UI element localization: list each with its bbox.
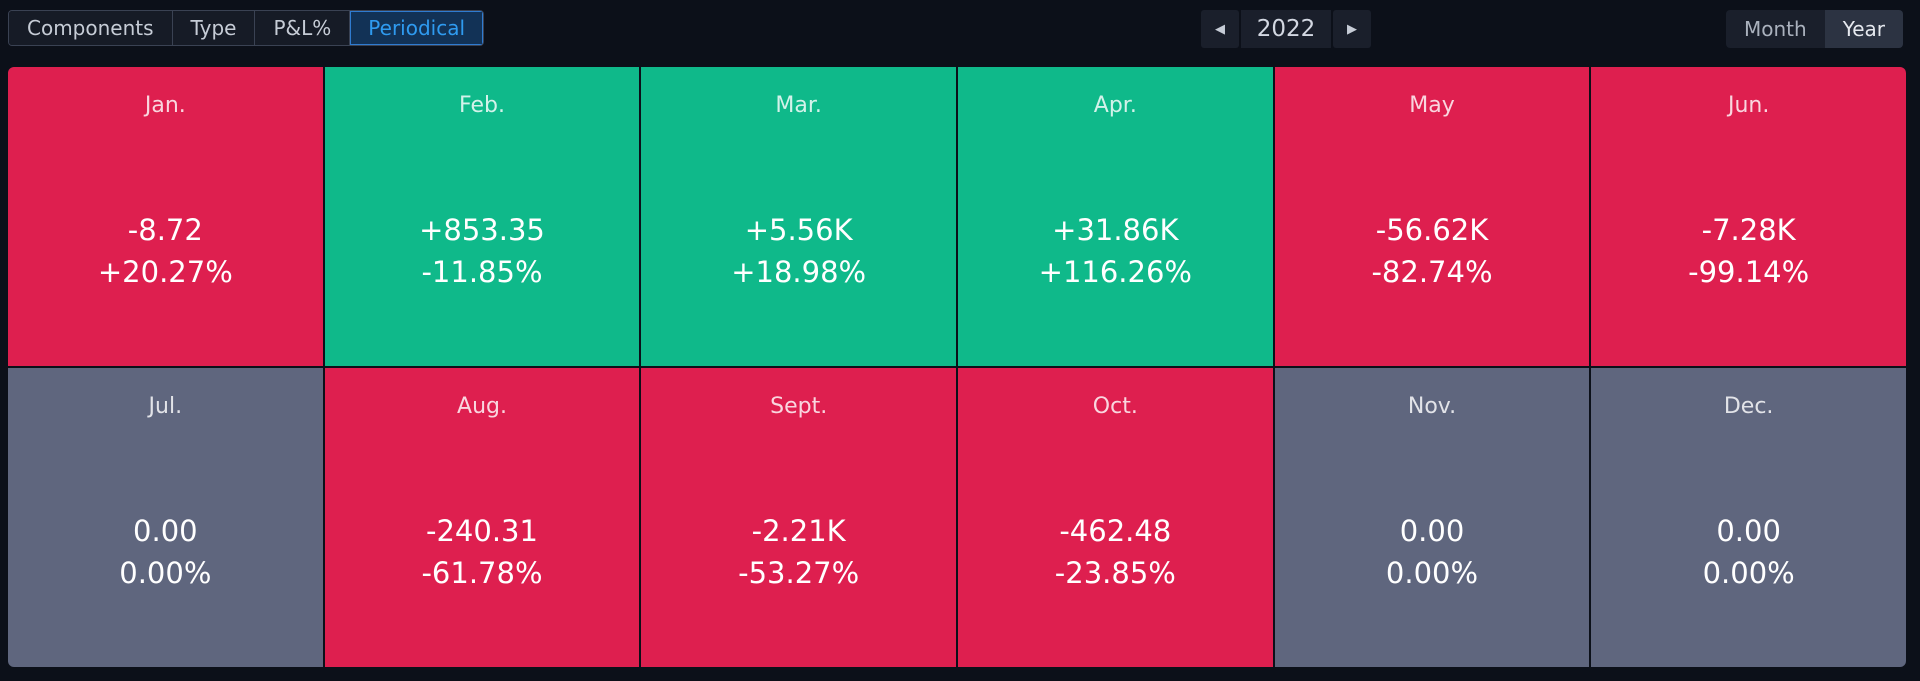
month-pnl-value: -2.21K [751,514,846,548]
monthly-pnl-grid: Jan. -8.72 +20.27% Feb. +853.35 -11.85% Ma… [8,67,1906,667]
month-pnl-percent: 0.00% [119,556,212,590]
month-name: Apr. [1093,93,1137,118]
period-toggle: Month Year [1726,10,1904,48]
month-pnl-percent: -82.74% [1371,255,1493,289]
month-cell[interactable]: Jan. -8.72 +20.27% [8,67,323,366]
month-cell[interactable]: Jun. -7.28K -99.14% [1591,67,1906,366]
month-pnl-value: 0.00 [1399,514,1465,548]
year-navigator: ◀ 2022 ▶ [1201,10,1371,48]
month-cell[interactable]: Mar. +5.56K +18.98% [641,67,956,366]
month-cell[interactable]: Apr. +31.86K +116.26% [957,67,1273,366]
triangle-right-icon: ▶ [1347,21,1357,37]
month-pnl-value: +31.86K [1052,213,1179,247]
month-pnl-value: +5.56K [744,213,853,247]
month-cell[interactable]: Sept. -2.21K -53.27% [641,368,956,667]
month-pnl-percent: +18.98% [731,255,867,289]
month-name: Aug. [457,394,507,419]
month-cell[interactable]: May -56.62K -82.74% [1274,67,1590,366]
previous-year-button[interactable]: ◀ [1201,10,1239,48]
month-name: Jun. [1727,93,1770,118]
month-cell[interactable]: Oct. -462.48 -23.85% [957,368,1273,667]
next-year-button[interactable]: ▶ [1333,10,1371,48]
month-pnl-percent: -23.85% [1054,556,1176,590]
year-label: 2022 [1241,10,1331,48]
month-cell[interactable]: Feb. +853.35 -11.85% [324,67,640,366]
month-pnl-percent: -11.85% [421,255,543,289]
toolbar: Components Type P&L% Periodical ◀ 2022 ▶… [0,0,1920,58]
month-pnl-value: -240.31 [426,514,538,548]
month-name: Oct. [1092,394,1138,419]
month-name: Feb. [459,93,505,118]
view-tabs: Components Type P&L% Periodical [8,10,485,46]
month-name: May [1409,93,1455,118]
month-pnl-percent: -99.14% [1688,255,1810,289]
month-pnl-value: 0.00 [133,514,198,548]
month-cell[interactable]: Jul. 0.00 0.00% [8,368,323,667]
month-pnl-value: -7.28K [1701,213,1796,247]
month-pnl-value: 0.00 [1716,514,1781,548]
month-view-button[interactable]: Month [1726,10,1825,48]
month-pnl-percent: -61.78% [421,556,543,590]
month-pnl-value: +853.35 [419,213,545,247]
month-pnl-percent: +116.26% [1038,255,1192,289]
tab-type[interactable]: Type [172,11,256,45]
month-cell[interactable]: Nov. 0.00 0.00% [1274,368,1590,667]
month-name: Sept. [770,394,828,419]
month-name: Jan. [144,93,186,118]
month-name: Dec. [1723,394,1774,419]
month-pnl-value: -462.48 [1059,514,1172,548]
month-cell[interactable]: Aug. -240.31 -61.78% [324,368,640,667]
month-name: Nov. [1407,394,1457,419]
month-name: Mar. [775,93,822,118]
tab-pnl-percent[interactable]: P&L% [255,11,351,45]
month-cell[interactable]: Dec. 0.00 0.00% [1591,368,1906,667]
month-pnl-percent: -53.27% [738,556,860,590]
tab-components[interactable]: Components [9,11,173,45]
tab-periodical[interactable]: Periodical [350,11,484,45]
month-pnl-percent: 0.00% [1385,556,1479,590]
triangle-left-icon: ◀ [1215,21,1225,37]
month-pnl-value: -8.72 [127,213,203,247]
month-pnl-value: -56.62K [1375,213,1489,247]
month-name: Jul. [148,394,183,419]
month-pnl-percent: +20.27% [97,255,233,289]
month-pnl-percent: 0.00% [1702,556,1795,590]
year-view-button[interactable]: Year [1824,10,1904,48]
